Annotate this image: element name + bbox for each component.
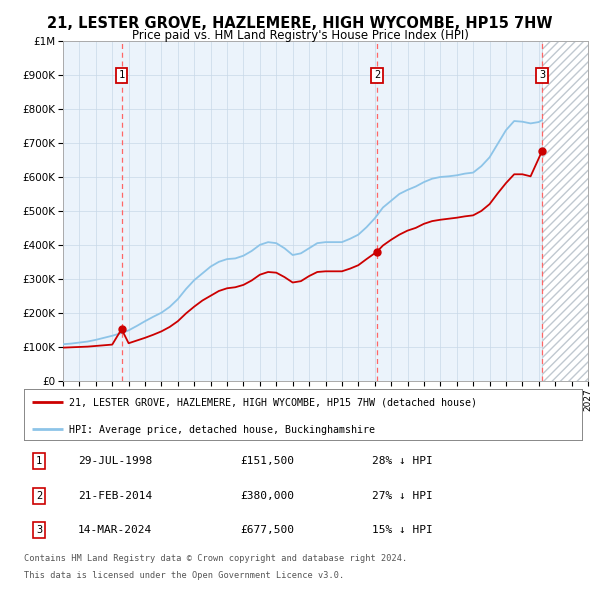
Text: 2: 2 [374, 70, 380, 80]
Text: £151,500: £151,500 [240, 457, 294, 466]
Text: 1: 1 [36, 457, 42, 466]
Text: 3: 3 [539, 70, 545, 80]
Text: 29-JUL-1998: 29-JUL-1998 [78, 457, 152, 466]
Text: 3: 3 [36, 525, 42, 535]
Text: 14-MAR-2024: 14-MAR-2024 [78, 525, 152, 535]
Text: 28% ↓ HPI: 28% ↓ HPI [372, 457, 433, 466]
Text: 27% ↓ HPI: 27% ↓ HPI [372, 491, 433, 500]
Text: HPI: Average price, detached house, Buckinghamshire: HPI: Average price, detached house, Buck… [68, 425, 374, 434]
Text: 1: 1 [118, 70, 125, 80]
Text: 15% ↓ HPI: 15% ↓ HPI [372, 525, 433, 535]
Text: 21-FEB-2014: 21-FEB-2014 [78, 491, 152, 500]
Text: 21, LESTER GROVE, HAZLEMERE, HIGH WYCOMBE, HP15 7HW (detached house): 21, LESTER GROVE, HAZLEMERE, HIGH WYCOMB… [68, 398, 476, 408]
Text: £380,000: £380,000 [240, 491, 294, 500]
Text: 21, LESTER GROVE, HAZLEMERE, HIGH WYCOMBE, HP15 7HW: 21, LESTER GROVE, HAZLEMERE, HIGH WYCOMB… [47, 16, 553, 31]
Text: 2: 2 [36, 491, 42, 500]
Text: This data is licensed under the Open Government Licence v3.0.: This data is licensed under the Open Gov… [24, 572, 344, 581]
Text: Price paid vs. HM Land Registry's House Price Index (HPI): Price paid vs. HM Land Registry's House … [131, 30, 469, 42]
Text: £677,500: £677,500 [240, 525, 294, 535]
Bar [542, 41, 588, 381]
Text: Contains HM Land Registry data © Crown copyright and database right 2024.: Contains HM Land Registry data © Crown c… [24, 554, 407, 563]
